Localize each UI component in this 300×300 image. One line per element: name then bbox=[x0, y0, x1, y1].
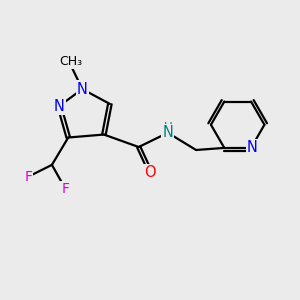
Text: H: H bbox=[164, 121, 172, 134]
Text: F: F bbox=[61, 182, 69, 196]
Text: N: N bbox=[247, 140, 258, 155]
Text: N: N bbox=[77, 82, 88, 97]
Text: O: O bbox=[144, 165, 156, 180]
Text: F: F bbox=[24, 170, 32, 184]
Text: N: N bbox=[162, 125, 173, 140]
Text: CH₃: CH₃ bbox=[60, 55, 83, 68]
Text: N: N bbox=[54, 98, 65, 113]
